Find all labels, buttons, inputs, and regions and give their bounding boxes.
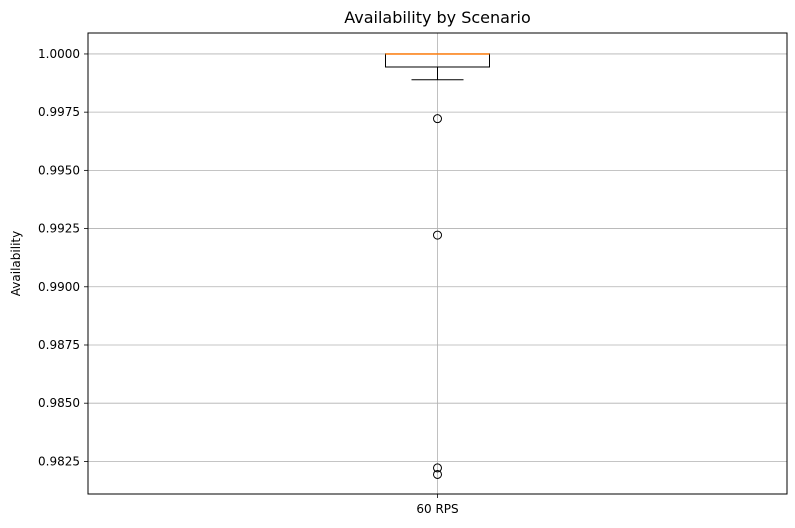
box-plot-elements [385,53,490,479]
x-axis-ticks: 60 RPS [416,494,459,516]
y-tick-label: 0.9950 [38,163,80,177]
outlier-point [433,469,442,479]
y-tick-label: 0.9875 [38,338,80,352]
chart-title: Availability by Scenario [344,8,531,27]
y-tick-label: 0.9850 [38,396,80,410]
box-group [385,53,490,479]
x-tick-label: 60 RPS [416,502,458,516]
y-tick-label: 0.9925 [38,222,80,236]
y-tick-label: 0.9975 [38,105,80,119]
grid-lines [88,33,787,494]
outlier-point [433,463,442,473]
y-axis-ticks: 0.9825 0.9850 0.9875 0.9900 0.9925 0.9950 0.99… [38,47,88,468]
outlier-point [433,114,442,124]
y-tick-label: 0.9900 [38,280,80,294]
y-tick-label: 1.0000 [38,47,80,61]
y-axis-label: Availability [9,231,23,296]
outlier-point [433,230,442,240]
y-tick-label: 0.9825 [38,454,80,468]
